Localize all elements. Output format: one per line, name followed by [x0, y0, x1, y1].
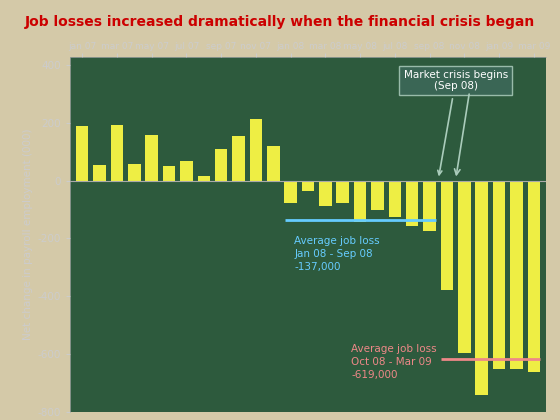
- Bar: [232, 136, 245, 181]
- Bar: [215, 149, 227, 181]
- Text: Average job loss
Jan 08 - Sep 08
-137,000: Average job loss Jan 08 - Sep 08 -137,00…: [294, 236, 380, 272]
- Bar: [198, 176, 210, 181]
- Text: Job losses increased dramatically when the financial crisis began: Job losses increased dramatically when t…: [25, 15, 535, 29]
- Bar: [128, 164, 141, 181]
- Bar: [423, 181, 436, 231]
- Bar: [389, 181, 401, 218]
- Y-axis label: Net change in payroll employment (000): Net change in payroll employment (000): [24, 129, 34, 340]
- Bar: [319, 181, 332, 206]
- Bar: [180, 160, 193, 181]
- Bar: [267, 146, 279, 181]
- Bar: [406, 181, 418, 226]
- Bar: [302, 181, 314, 191]
- Bar: [111, 126, 123, 181]
- Bar: [76, 126, 88, 181]
- Bar: [337, 181, 349, 203]
- Bar: [528, 181, 540, 372]
- Bar: [441, 181, 453, 290]
- Bar: [354, 181, 366, 222]
- Bar: [510, 181, 522, 369]
- Bar: [284, 181, 297, 203]
- Bar: [458, 181, 470, 353]
- Text: Average job loss
Oct 08 - Mar 09
-619,000: Average job loss Oct 08 - Mar 09 -619,00…: [352, 344, 437, 380]
- Bar: [163, 166, 175, 181]
- Bar: [146, 134, 158, 181]
- Bar: [371, 181, 384, 210]
- Bar: [493, 181, 505, 369]
- Bar: [94, 165, 106, 181]
- Bar: [475, 181, 488, 394]
- Bar: [250, 119, 262, 181]
- Text: Market crisis begins
(Sep 08): Market crisis begins (Sep 08): [404, 70, 508, 175]
